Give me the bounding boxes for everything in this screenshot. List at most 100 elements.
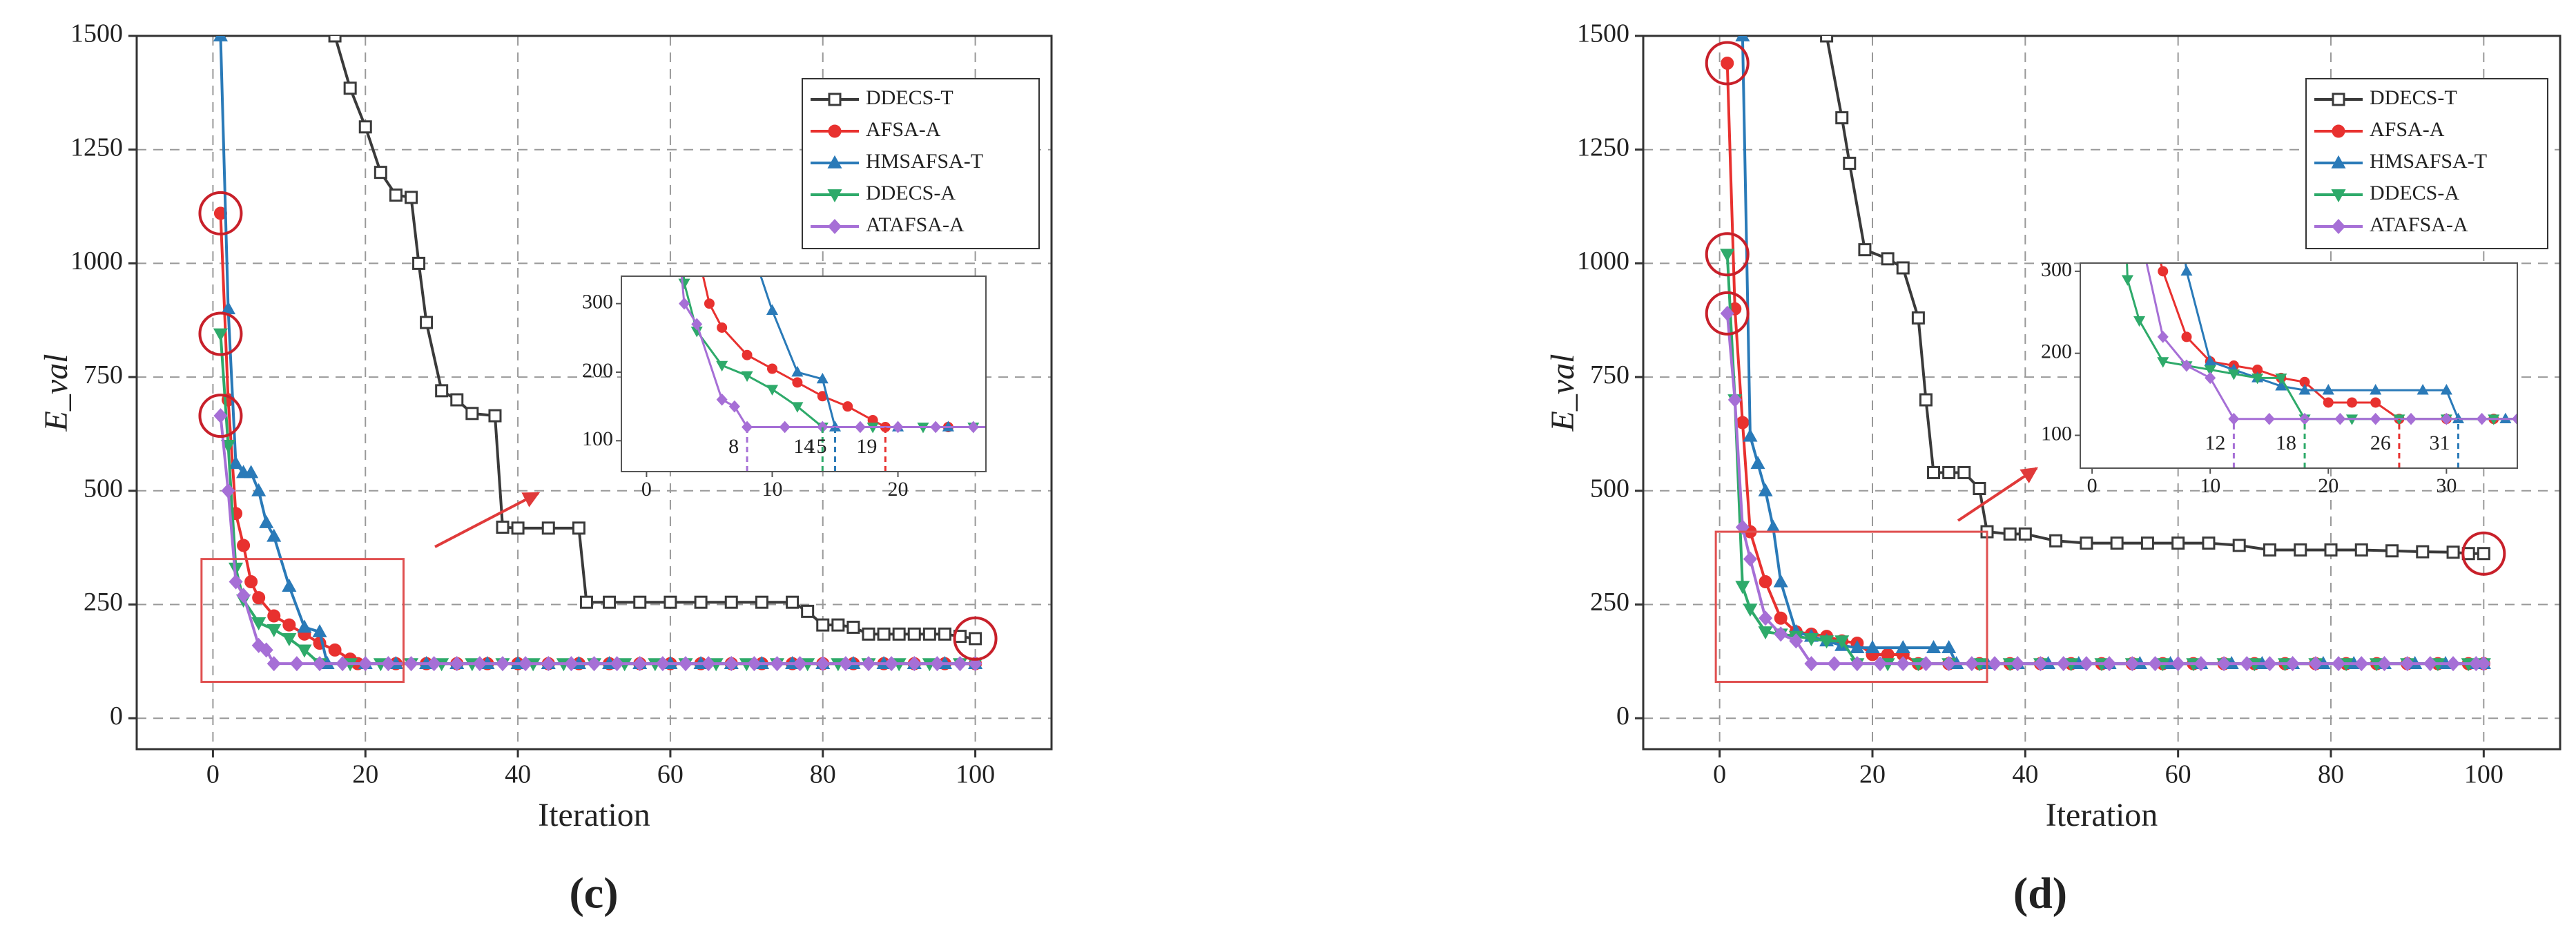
point-marker: [488, 409, 502, 423]
zoom-arrow: [1957, 467, 2038, 522]
point-marker: [282, 618, 296, 632]
point-marker: [220, 440, 236, 454]
y-tick-label: 1000: [70, 246, 123, 276]
point-marker: [680, 197, 688, 205]
point-marker: [1926, 639, 1941, 653]
point-marker: [2080, 536, 2093, 550]
point-marker: [1727, 392, 1742, 408]
point-marker: [967, 420, 979, 434]
point-marker: [2370, 412, 2381, 425]
series-line: [680, 276, 986, 428]
point-marker: [2441, 412, 2452, 425]
point-marker: [541, 521, 555, 535]
point-marker: [1941, 656, 1956, 672]
point-marker: [2079, 656, 2093, 672]
point-marker: [2324, 543, 2338, 557]
point-marker: [1233, 423, 1241, 432]
point-marker: [831, 618, 845, 632]
point-marker: [1899, 424, 1908, 432]
point-marker: [449, 656, 464, 672]
point-marker: [1107, 49, 1116, 57]
inset-marker-label: 14: [793, 435, 814, 458]
point-marker: [2140, 536, 2154, 550]
point-marker: [1308, 423, 1317, 432]
point-marker: [213, 36, 229, 41]
point-marker: [1927, 465, 1941, 479]
point-marker: [930, 656, 945, 672]
y-tick-label: 0: [1616, 702, 1629, 731]
point-marker: [297, 619, 312, 633]
point-marker: [1820, 36, 1834, 43]
point-marker: [724, 656, 739, 672]
point-marker: [2537, 416, 2545, 423]
x-tick-label: 80: [810, 760, 836, 789]
point-marker: [1941, 639, 1957, 653]
point-marker: [282, 633, 297, 647]
point-marker: [2147, 54, 2156, 61]
inset-x-tick-label: 30: [2436, 474, 2457, 497]
point-marker: [1743, 603, 1758, 617]
point-marker: [1321, 424, 1330, 432]
point-marker: [791, 402, 804, 413]
point-marker: [2133, 316, 2146, 327]
series-group: [213, 36, 983, 672]
point-marker: [2405, 412, 2417, 425]
point-marker: [213, 408, 228, 424]
point-marker: [259, 514, 274, 528]
point-marker: [724, 595, 738, 609]
point-marker: [1598, 330, 1606, 338]
point-marker: [2102, 656, 2117, 672]
point-marker: [2011, 656, 2025, 672]
point-marker: [679, 297, 690, 310]
point-marker: [237, 539, 251, 552]
point-marker: [405, 191, 418, 204]
point-marker: [1648, 423, 1656, 431]
inset-marker-label: 15: [806, 435, 827, 458]
x-tick-label: 40: [505, 760, 531, 789]
point-marker: [678, 656, 693, 672]
point-marker: [655, 49, 664, 58]
point-marker: [267, 528, 282, 542]
inset-x-tick-label: 10: [2200, 474, 2220, 497]
caption: (c): [569, 869, 618, 918]
point-marker: [2263, 656, 2277, 672]
inset-marker-label: 8: [728, 435, 739, 458]
point-marker: [2275, 380, 2287, 391]
series-line: [2185, 263, 2517, 420]
legend-label: DDECS-T: [2370, 86, 2457, 109]
series-line: [2160, 263, 2517, 420]
point-marker: [2205, 371, 2216, 385]
point-marker: [282, 579, 297, 592]
point-marker: [1083, 423, 1091, 432]
point-marker: [1789, 633, 1803, 649]
legend-label: DDECS-T: [866, 86, 953, 109]
x-tick-label: 100: [2464, 760, 2504, 789]
point-marker: [2377, 656, 2392, 672]
point-marker: [1648, 423, 1656, 432]
y-tick-label: 1250: [70, 133, 123, 162]
point-marker: [1673, 365, 1681, 373]
y-tick-label: 1500: [70, 19, 123, 48]
point-marker: [1020, 424, 1028, 432]
point-marker: [1850, 656, 1864, 672]
point-marker: [1145, 423, 1154, 431]
point-marker: [519, 656, 533, 672]
point-marker: [742, 349, 753, 360]
point-marker: [1899, 385, 1908, 394]
point-marker: [801, 604, 815, 618]
inset-y-tick-label: 300: [2041, 258, 2072, 281]
point-marker: [668, 26, 676, 34]
point-marker: [1069, 424, 1078, 432]
point-marker: [2385, 544, 2399, 558]
point-marker: [328, 36, 342, 43]
x-tick-label: 100: [956, 760, 995, 789]
point-marker: [1804, 656, 1819, 672]
point-marker: [741, 371, 753, 383]
point-marker: [213, 328, 229, 342]
point-marker: [846, 620, 860, 634]
point-marker: [2123, 168, 2131, 177]
point-marker: [2181, 331, 2192, 342]
point-marker: [1849, 423, 1857, 430]
y-tick-label: 0: [110, 702, 123, 731]
point-marker: [267, 656, 281, 672]
